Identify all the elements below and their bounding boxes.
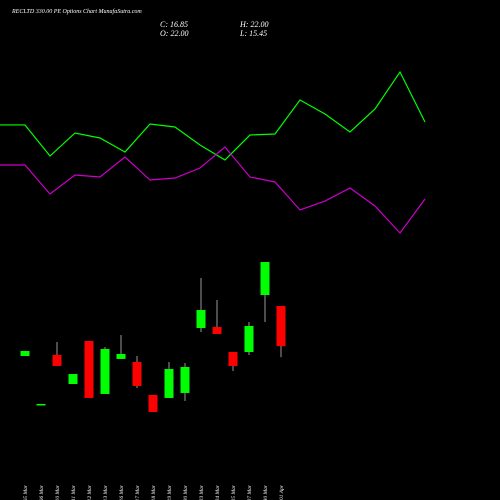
ohlc-close: C: 16.85 xyxy=(160,20,188,29)
x-tick-label: 12 Mar xyxy=(87,484,93,500)
x-tick-label: 11 Mar xyxy=(71,484,77,500)
x-tick-label: 27 Mar xyxy=(247,484,253,500)
candle-body xyxy=(84,341,94,398)
candle-body xyxy=(52,354,62,366)
x-tick-label: 01 Apr xyxy=(279,484,285,500)
x-tick-label: 25 Mar xyxy=(231,484,237,500)
candle-body xyxy=(20,351,30,356)
ohlc-open: O: 22.00 xyxy=(160,29,188,38)
indicator-line xyxy=(0,70,426,161)
candle-body xyxy=(116,353,126,359)
x-tick-label: 18 Mar xyxy=(151,484,157,500)
candle-body xyxy=(212,326,222,335)
candle-body xyxy=(180,366,190,393)
x-tick-label: 17 Mar xyxy=(135,484,141,500)
x-tick-label: 16 Mar xyxy=(119,484,125,500)
x-tick-label: 19 Mar xyxy=(167,484,173,500)
candle-body xyxy=(164,369,174,398)
ohlc-high: H: 22.00 xyxy=(239,20,268,29)
candle-body xyxy=(148,394,158,413)
x-tick-label: 05 Mar xyxy=(23,484,29,500)
x-tick-label: 24 Mar xyxy=(214,484,221,500)
x-tick-label: 10 Mar xyxy=(55,484,61,500)
x-tick-label: 23 Mar xyxy=(199,484,205,500)
candle-body xyxy=(276,306,286,347)
x-tick-label: 20 Mar xyxy=(183,484,189,500)
candle-body xyxy=(68,374,78,384)
candle-body xyxy=(228,352,238,366)
candle-body xyxy=(260,262,270,296)
candle-body xyxy=(132,362,142,387)
x-tick-label: 30 Mar xyxy=(263,484,269,500)
candle-body xyxy=(36,403,46,406)
x-tick-label: 06 Mar xyxy=(39,484,45,500)
candle-body xyxy=(196,309,206,328)
candle-body xyxy=(244,325,254,353)
chart-title: RECLTD 330.00 PE Options Chart MunafaSut… xyxy=(11,8,142,15)
indicator-line xyxy=(0,146,426,234)
candle-body xyxy=(100,348,110,394)
x-tick-label: 13 Mar xyxy=(103,484,109,500)
ohlc-low: L: 15.45 xyxy=(239,29,267,38)
